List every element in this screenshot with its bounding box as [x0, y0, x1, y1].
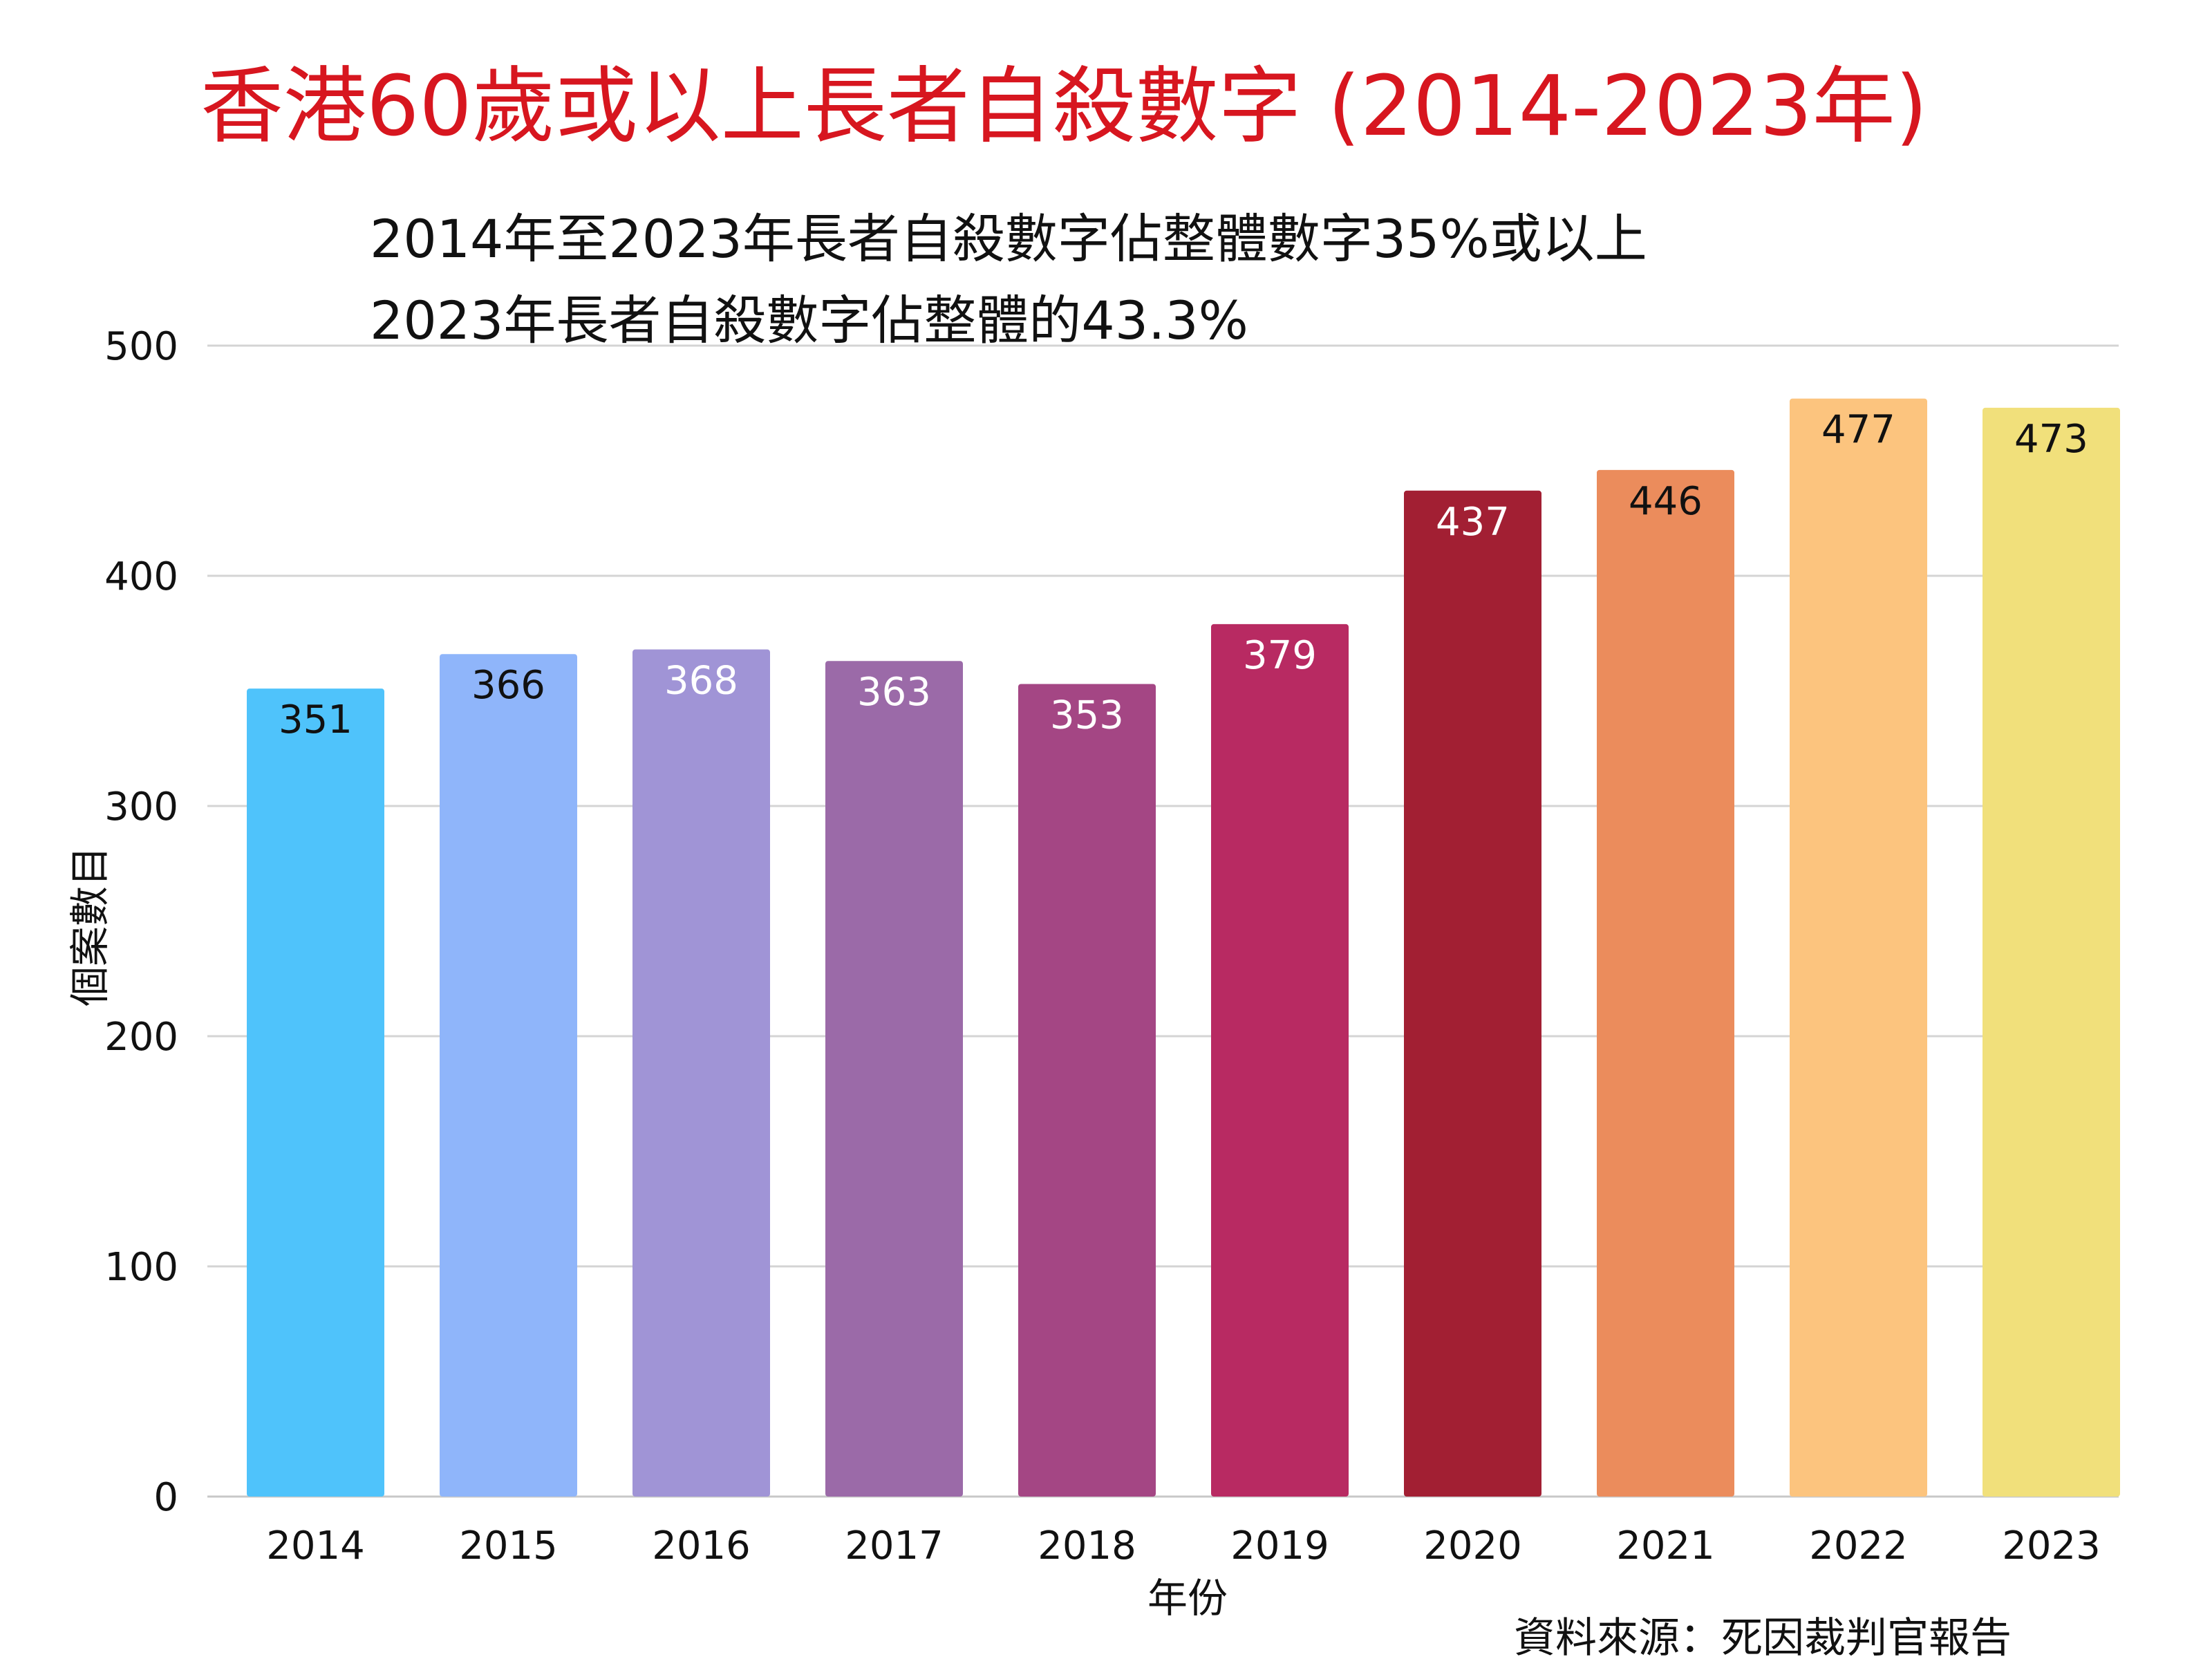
- bar-value-label: 353: [1050, 693, 1124, 738]
- x-tick-label: 2020: [1423, 1524, 1522, 1568]
- chart-title: 香港60歲或以上長者自殺數字 (2014-2023年): [200, 59, 1928, 155]
- x-tick-label: 2017: [845, 1524, 944, 1568]
- x-tick-label: 2021: [1616, 1524, 1715, 1568]
- x-tick-label: 2023: [2002, 1524, 2101, 1568]
- bar: [1018, 684, 1156, 1497]
- y-tick-label: 200: [104, 1015, 178, 1060]
- bar: [632, 649, 770, 1497]
- bar: [440, 654, 577, 1497]
- bars: [247, 398, 2120, 1497]
- subtitle-line-1: 2014年至2023年長者自殺數字佔整體數字35%或以上: [370, 208, 1647, 270]
- bar-value-label: 363: [857, 670, 931, 715]
- x-tick-label: 2015: [459, 1524, 558, 1568]
- bar-value-label: 473: [2014, 417, 2088, 462]
- bar-value-label: 437: [1436, 500, 1510, 545]
- y-tick-label: 500: [104, 324, 178, 369]
- bar: [1597, 469, 1734, 1497]
- bar-value-label: 446: [1629, 479, 1703, 524]
- x-tick-label: 2016: [652, 1524, 751, 1568]
- bar: [1790, 398, 1927, 1497]
- x-tick-label: 2018: [1038, 1524, 1136, 1568]
- bar: [825, 661, 963, 1497]
- y-tick-label: 100: [104, 1245, 178, 1290]
- y-axis-ticks: 0 100 200 300 400 500: [104, 324, 178, 1520]
- subtitle-line-2: 2023年長者自殺數字佔整體的43.3%: [370, 290, 1248, 351]
- y-tick-label: 0: [153, 1475, 178, 1520]
- x-axis-title: 年份: [1147, 1575, 1228, 1622]
- x-tick-label: 2014: [266, 1524, 365, 1568]
- source-note: 資料來源：死因裁判官報告: [1514, 1614, 2012, 1659]
- bar-value-label: 379: [1243, 633, 1317, 678]
- bar: [1983, 407, 2120, 1497]
- x-tick-label: 2019: [1230, 1524, 1329, 1568]
- y-tick-label: 400: [104, 554, 178, 599]
- bar-value-label: 351: [279, 697, 353, 742]
- bar: [1211, 624, 1349, 1497]
- x-tick-label: 2022: [1809, 1524, 1908, 1568]
- x-axis-ticks: 2014 2015 2016 2017 2018 2019 2020 2021 2022 2023: [266, 1524, 2101, 1568]
- bar-value-label: 477: [1821, 408, 1895, 453]
- y-axis-title: 個案數目: [66, 846, 113, 1006]
- bar: [247, 688, 384, 1497]
- y-tick-label: 300: [104, 785, 178, 830]
- bar-value-label: 368: [664, 659, 738, 704]
- bar-value-label: 366: [471, 663, 545, 708]
- data-labels: 351 366 368 363 353 379 437 446 477 473: [279, 408, 2088, 743]
- bar: [1404, 490, 1541, 1497]
